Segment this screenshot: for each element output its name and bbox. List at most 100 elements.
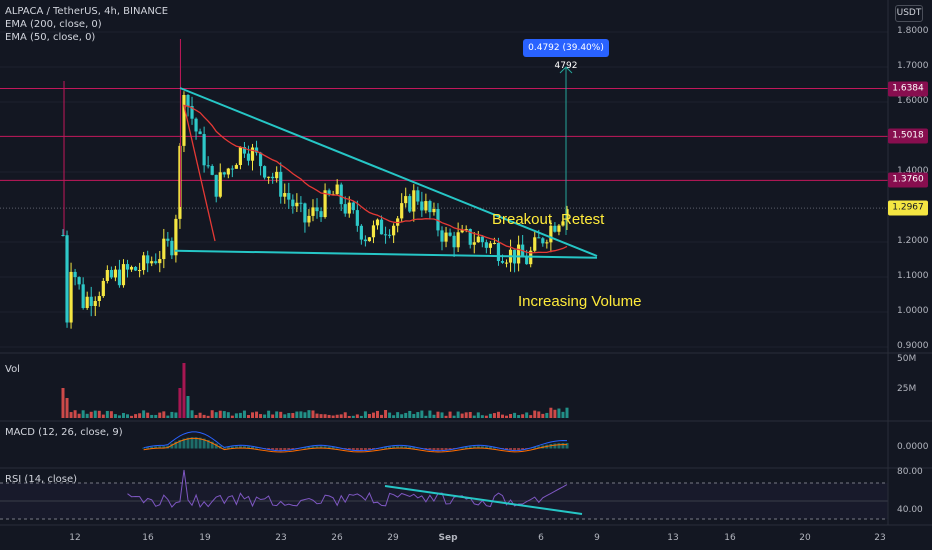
candle-body	[117, 269, 122, 286]
candle-body	[343, 204, 347, 214]
volume-bar	[194, 415, 198, 418]
macd-histogram-bar	[319, 446, 323, 449]
macd-histogram-bar	[182, 438, 186, 449]
time-tick-label: 16	[724, 533, 736, 543]
measured-move-arrow[interactable]	[559, 66, 573, 235]
volume-bar	[150, 414, 154, 418]
candle-body	[359, 225, 363, 240]
macd-histogram-bar	[351, 448, 355, 451]
macd-histogram-bar	[323, 446, 327, 449]
candle-body	[287, 193, 291, 200]
candle-body	[218, 172, 222, 197]
macd-histogram-bar	[384, 447, 388, 449]
macd-histogram-bar	[158, 446, 162, 449]
candle-body	[65, 235, 69, 323]
candle-body	[125, 264, 130, 270]
price-tick-label: 1.0000	[897, 306, 929, 316]
candle-body	[452, 235, 456, 248]
macd-histogram-bar	[505, 448, 509, 450]
volume-bar	[242, 410, 246, 418]
macd-histogram-bar	[363, 448, 367, 451]
currency-badge[interactable]: USDT	[895, 5, 923, 22]
ema50-legend[interactable]: EMA (50, close, 0)	[5, 32, 96, 43]
volume-bar	[384, 410, 388, 418]
volume-bar	[222, 411, 226, 418]
volume-bar	[460, 413, 464, 418]
volume-bar	[121, 412, 125, 418]
volume-bar	[295, 411, 299, 418]
price-tick-label: 0.9000	[897, 341, 929, 351]
candle-body	[416, 190, 420, 202]
candle-body	[488, 243, 492, 248]
ema200-legend[interactable]: EMA (200, close, 0)	[5, 19, 102, 30]
candle-body	[472, 242, 476, 245]
candle-body	[375, 219, 380, 226]
volume-bar	[174, 412, 178, 418]
macd-histogram-bar	[480, 446, 484, 449]
candle-body	[412, 190, 416, 212]
volume-bar	[561, 411, 565, 418]
volume-bar	[299, 411, 303, 418]
macd-histogram-bar	[283, 448, 287, 451]
volume-bar	[283, 414, 287, 418]
candle-body	[383, 234, 388, 236]
volume-bar	[396, 412, 400, 418]
breakout-annotation: Breakout	[492, 211, 553, 228]
volume-bar	[533, 410, 537, 418]
volume-bar	[81, 410, 85, 418]
volume-bar	[267, 410, 271, 418]
candle-body	[89, 296, 93, 306]
volume-bar	[347, 415, 351, 418]
rsi-pane-label[interactable]: RSI (14, close)	[5, 474, 78, 485]
candle-body	[400, 203, 404, 219]
symbol-title[interactable]: ALPACA / TetherUS, 4h, BINANCE	[5, 6, 169, 17]
candle-body	[295, 202, 299, 207]
volume-bar	[476, 412, 480, 418]
macd-histogram-bar	[242, 446, 246, 449]
volume-pane-label[interactable]: Vol	[5, 364, 20, 375]
triangle-pattern[interactable]	[174, 87, 598, 259]
macd-histogram-bar	[424, 448, 428, 450]
macd-histogram-bar	[194, 437, 198, 449]
macd-histogram-bar	[468, 446, 472, 449]
macd-histogram-bar	[412, 447, 416, 449]
macd-histogram-bar	[271, 448, 275, 450]
volume-bar	[428, 410, 432, 418]
macd-histogram-bar	[549, 444, 553, 449]
candle-body	[440, 230, 444, 242]
candle-body	[480, 236, 484, 243]
macd-histogram-bar	[198, 437, 202, 449]
volume-bar	[444, 415, 448, 418]
candle-body	[93, 300, 97, 306]
macd-histogram-bar	[154, 446, 158, 449]
macd-histogram-bar	[440, 448, 444, 451]
macd-histogram-bar	[311, 446, 315, 449]
price-tag: 1.3760	[888, 172, 928, 188]
volume-bar	[271, 414, 275, 418]
candle-body	[311, 207, 315, 216]
macd-pane-label[interactable]: MACD (12, 26, close, 9)	[5, 427, 123, 438]
macd-histogram-bar	[436, 448, 440, 451]
volume-bar	[488, 413, 492, 418]
candle-body	[166, 238, 170, 241]
candle-body	[468, 228, 472, 245]
macd-histogram-bar	[476, 446, 480, 449]
candle-body	[387, 234, 392, 236]
candle-body	[517, 244, 521, 264]
volume-bar	[146, 412, 150, 418]
volume-bar	[343, 412, 347, 418]
volume-bar	[279, 411, 283, 418]
candle-body	[420, 201, 424, 211]
macd-histogram-bar	[230, 446, 234, 449]
time-tick-label: 19	[199, 533, 211, 543]
resistance-lines	[0, 88, 888, 209]
retest-annotation: Retest	[561, 211, 605, 228]
macd-histogram-bar	[267, 448, 271, 450]
volume-bar	[363, 411, 367, 418]
candle-body	[408, 196, 412, 212]
macd-histogram-bar	[335, 447, 339, 449]
volume-bar	[500, 414, 504, 418]
candle-body	[500, 261, 505, 263]
candle-body	[214, 174, 218, 197]
